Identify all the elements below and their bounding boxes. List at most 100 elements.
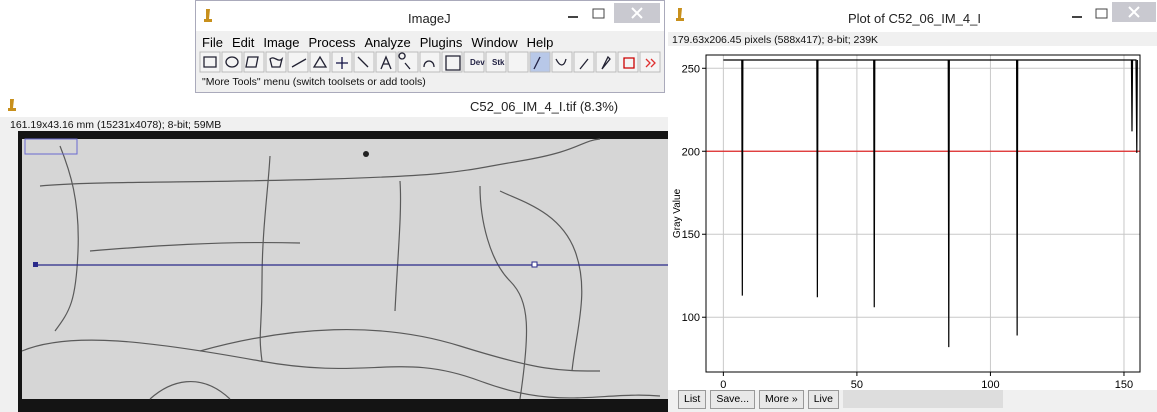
y-tick-label: 250 bbox=[682, 63, 700, 75]
toolbar: Dev Stk bbox=[199, 51, 661, 73]
menu-item[interactable]: Edit bbox=[231, 35, 255, 50]
tool-icon bbox=[645, 58, 656, 68]
crack bbox=[21, 339, 661, 399]
tool-icon bbox=[203, 56, 217, 68]
menu-item[interactable]: Process bbox=[308, 35, 356, 50]
title-bar-graphics bbox=[204, 3, 660, 23]
tool-button[interactable] bbox=[375, 51, 397, 73]
plot-info: 179.63x206.45 pixels (588x417); 8-bit; 2… bbox=[672, 34, 879, 46]
status-bar bbox=[843, 390, 1003, 408]
image-spot bbox=[363, 151, 369, 157]
title-bar: Plot of C52_06_IM_4_I bbox=[668, 0, 1157, 32]
crack bbox=[39, 138, 601, 187]
plot-button[interactable]: Save... bbox=[710, 390, 756, 409]
menu-item[interactable]: Window bbox=[471, 35, 518, 50]
tool-button[interactable] bbox=[485, 51, 507, 73]
app-icon-box bbox=[8, 99, 16, 111]
crack bbox=[199, 328, 601, 372]
tool-button[interactable] bbox=[419, 51, 441, 73]
image-canvas bbox=[18, 131, 668, 412]
maximize-button[interactable] bbox=[592, 8, 605, 19]
image-window: C52_06_IM_4_I.tif (8.3%) 161.19x43.16 mm… bbox=[0, 93, 668, 412]
app-icon bbox=[8, 99, 16, 111]
plot-window: Plot of C52_06_IM_4_I 179.63x206.45 pixe… bbox=[668, 0, 1157, 412]
x-tick-label: 150 bbox=[1115, 379, 1133, 390]
crack bbox=[479, 185, 528, 400]
x-tick-label: 0 bbox=[720, 379, 726, 390]
tool-icon bbox=[533, 56, 541, 70]
crack bbox=[149, 381, 231, 400]
crack bbox=[89, 241, 301, 252]
tool-button[interactable] bbox=[463, 51, 485, 73]
tool-icon bbox=[601, 55, 611, 70]
window-title: C52_06_IM_4_I.tif (8.3%) bbox=[470, 99, 619, 114]
tool-label: Stk bbox=[492, 58, 505, 67]
tool-button[interactable] bbox=[529, 51, 551, 73]
tool-button[interactable] bbox=[199, 51, 221, 73]
tool-button[interactable] bbox=[287, 51, 309, 73]
x-tick-label: 50 bbox=[851, 379, 863, 390]
window-title: Plot of C52_06_IM_4_I bbox=[848, 11, 981, 26]
selection-handle[interactable] bbox=[33, 262, 38, 267]
tool-icon bbox=[291, 58, 307, 68]
plot-canvas: 100150200250050100150Distance (mm)Gray V… bbox=[668, 46, 1157, 390]
close-glyph bbox=[1128, 6, 1140, 18]
crack bbox=[499, 190, 583, 372]
status-text: "More Tools" menu (switch toolsets or ad… bbox=[202, 76, 426, 88]
zoom-indicator bbox=[24, 138, 78, 155]
tool-button[interactable] bbox=[639, 51, 661, 73]
tool-icon bbox=[245, 56, 259, 68]
selection-handle[interactable] bbox=[531, 261, 538, 268]
tool-label: Dev bbox=[470, 58, 485, 67]
tool-button[interactable] bbox=[221, 51, 243, 73]
tool-icon bbox=[357, 56, 369, 68]
tool-button[interactable] bbox=[309, 51, 331, 73]
menu-item[interactable]: Plugins bbox=[419, 35, 463, 50]
minimize-button[interactable] bbox=[564, 7, 582, 21]
imagej-window: ImageJ File Edit Image Process Analyze Plugin… bbox=[195, 0, 665, 93]
tool-icon bbox=[423, 60, 435, 68]
tool-icon bbox=[336, 57, 348, 69]
image-info: 161.19x43.16 mm (15231x4078); 8-bit; 59M… bbox=[10, 119, 222, 131]
tool-button[interactable] bbox=[573, 51, 595, 73]
tool-icon bbox=[398, 52, 411, 70]
tool-button[interactable] bbox=[617, 51, 639, 73]
tool-button[interactable] bbox=[441, 51, 463, 73]
menu-item[interactable]: File bbox=[202, 35, 223, 50]
tool-button[interactable] bbox=[353, 51, 375, 73]
menu-item[interactable]: Analyze bbox=[364, 35, 411, 50]
tool-button[interactable] bbox=[507, 51, 529, 73]
y-tick-label: 200 bbox=[682, 146, 700, 158]
tool-icon bbox=[225, 56, 239, 68]
title-bar: ImageJ bbox=[196, 1, 664, 31]
crack bbox=[54, 145, 79, 332]
app-icon bbox=[676, 8, 684, 21]
tool-button[interactable] bbox=[265, 51, 287, 73]
tool-icon bbox=[380, 55, 392, 70]
menu-bar: File Edit Image Process Analyze Plugins Window… bbox=[202, 35, 553, 50]
plot-button[interactable]: Live bbox=[807, 390, 839, 409]
maximize-button[interactable] bbox=[1095, 8, 1108, 19]
app-icon bbox=[204, 9, 212, 22]
plot-button[interactable]: More » bbox=[759, 390, 804, 409]
tool-icon bbox=[312, 55, 328, 68]
title-bar: C52_06_IM_4_I.tif (8.3%) bbox=[0, 93, 668, 117]
x-tick-label: 100 bbox=[981, 379, 999, 390]
window-title: ImageJ bbox=[408, 11, 451, 26]
plot-buttons: List Save... More » Live bbox=[678, 390, 839, 409]
tool-icon bbox=[555, 58, 567, 66]
menu-item[interactable]: Help bbox=[526, 35, 554, 50]
plot-button[interactable]: List bbox=[678, 390, 707, 409]
plot-frame bbox=[705, 54, 1141, 373]
tool-icon bbox=[445, 55, 461, 71]
tool-button[interactable] bbox=[551, 51, 573, 73]
crack bbox=[394, 180, 402, 312]
close-glyph bbox=[631, 7, 643, 19]
tool-icon bbox=[579, 58, 589, 70]
y-tick-label: 100 bbox=[682, 312, 700, 324]
menu-item[interactable]: Image bbox=[263, 35, 300, 50]
tool-button[interactable] bbox=[397, 51, 419, 73]
tool-icon bbox=[623, 57, 635, 69]
y-tick-label: 150 bbox=[682, 229, 700, 241]
